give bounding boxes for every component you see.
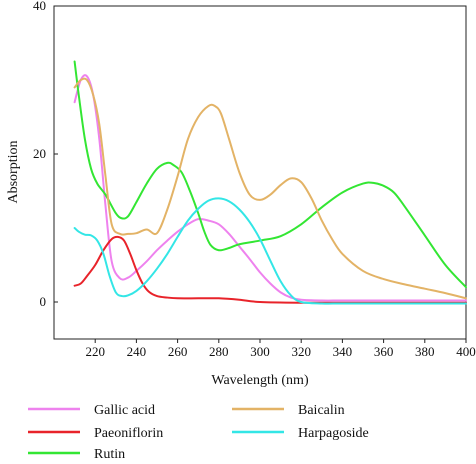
series-line-harpagoside: [73, 197, 467, 305]
legend-label-harpagoside: Harpagoside: [298, 426, 369, 441]
x-axis-title: Wavelength (nm): [211, 373, 309, 388]
y-axis-ticks: 0 20 40: [33, 0, 58, 309]
legend-label-paeoniflorin: Paeoniflorin: [94, 426, 163, 441]
y-axis-title: Absorption: [6, 141, 21, 204]
y-tick-label: 40: [33, 0, 46, 13]
x-tick-label: 300: [250, 344, 270, 359]
x-tick-label: 220: [85, 344, 105, 359]
x-tick-label: 260: [168, 344, 188, 359]
x-tick-label: 340: [333, 344, 353, 359]
x-tick-label: 400: [456, 344, 476, 359]
legend-label-gallic-acid: Gallic acid: [94, 403, 155, 418]
series-lines: [73, 60, 467, 305]
x-tick-label: 280: [209, 344, 229, 359]
series-line-rutin: [73, 60, 467, 289]
series-line-gallic-acid: [73, 74, 467, 302]
plot-area: [53, 5, 467, 340]
y-tick-label: 0: [40, 294, 47, 309]
x-tick-label: 360: [374, 344, 394, 359]
series-line-baicalin: [73, 77, 467, 300]
legend-label-rutin: Rutin: [94, 447, 125, 459]
x-axis-ticks: 220 240 260 280 300 320 340 360 380 400: [85, 339, 476, 359]
x-tick-label: 380: [415, 344, 435, 359]
legend: Gallic acid Paeoniflorin Rutin Baicalin Harp…: [28, 403, 369, 462]
x-tick-label: 240: [127, 344, 147, 359]
x-tick-label: 320: [291, 344, 311, 359]
legend-label-baicalin: Baicalin: [298, 403, 345, 418]
y-tick-label: 20: [33, 146, 46, 161]
